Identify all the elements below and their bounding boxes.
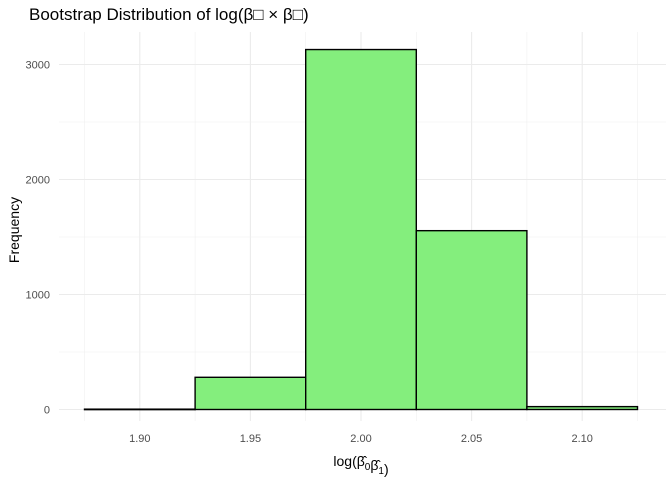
y-tick-label: 0 — [44, 405, 50, 417]
histogram-bar — [194, 376, 307, 411]
histogram-bar — [526, 405, 639, 411]
y-tick-label: 2000 — [26, 175, 50, 187]
y-tick-label: 3000 — [26, 60, 50, 72]
x-axis-title: log(β̂0β̂1) — [333, 453, 388, 477]
x-tick-label: 1.90 — [129, 433, 150, 445]
x-tick-label: 2.00 — [350, 433, 371, 445]
x-tick-label: 2.10 — [571, 433, 592, 445]
histogram-bar — [415, 229, 528, 411]
y-axis-title: Frequency — [6, 197, 22, 263]
x-tick-label: 2.05 — [461, 433, 482, 445]
y-tick-label: 1000 — [26, 290, 50, 302]
y-axis-ticks: 0 1000 2000 3000 — [26, 60, 50, 417]
histogram-bar — [305, 48, 418, 411]
histogram-bar — [83, 408, 196, 411]
x-tick-label: 1.95 — [240, 433, 261, 445]
x-axis-title-text: log(β̂0β̂1) — [333, 453, 388, 477]
x-axis-ticks: 1.90 1.95 2.00 2.05 2.10 — [129, 433, 593, 445]
histogram-bars — [83, 48, 639, 411]
chart-title: Bootstrap Distribution of log(β□ × β□) — [29, 5, 309, 24]
